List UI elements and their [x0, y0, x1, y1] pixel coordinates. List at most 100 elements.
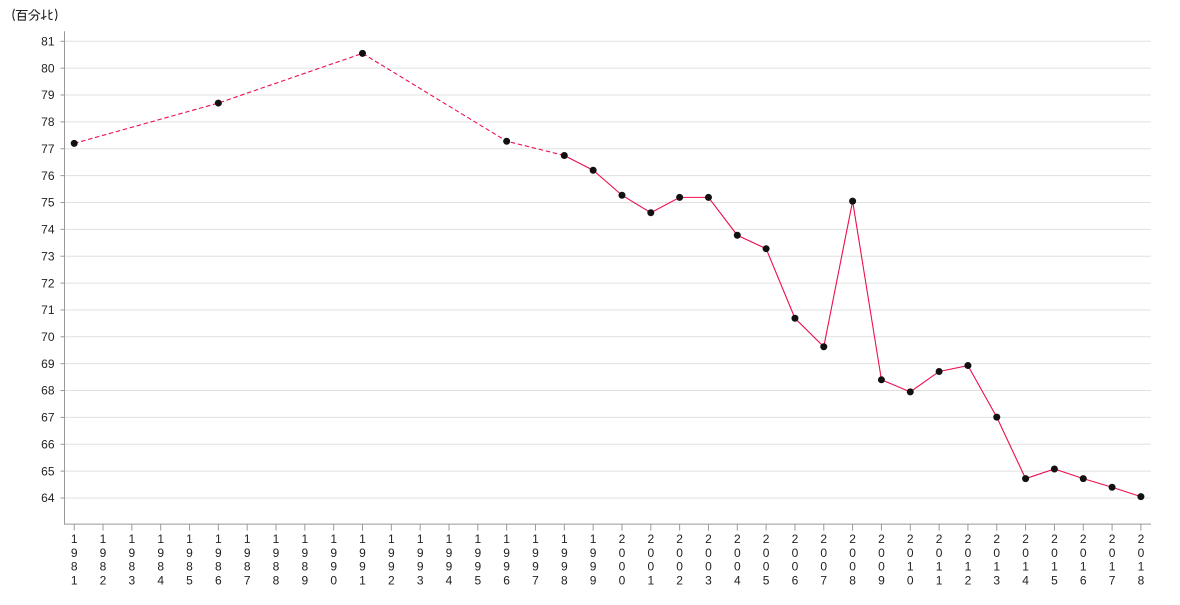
svg-text:0: 0 [820, 546, 827, 560]
svg-text:79: 79 [41, 88, 55, 102]
svg-text:0: 0 [619, 546, 626, 560]
svg-text:3: 3 [705, 573, 712, 587]
svg-text:6: 6 [215, 573, 222, 587]
svg-text:9: 9 [100, 546, 107, 560]
svg-text:7: 7 [244, 573, 251, 587]
svg-text:8: 8 [215, 560, 222, 574]
svg-text:2: 2 [763, 532, 770, 546]
svg-text:8: 8 [1138, 573, 1145, 587]
svg-text:5: 5 [186, 573, 193, 587]
svg-text:73: 73 [41, 249, 55, 263]
svg-text:9: 9 [474, 560, 481, 574]
svg-text:0: 0 [1109, 546, 1116, 560]
svg-text:7: 7 [1109, 573, 1116, 587]
svg-text:1: 1 [532, 532, 539, 546]
svg-text:81: 81 [41, 35, 55, 49]
svg-text:0: 0 [705, 560, 712, 574]
svg-text:9: 9 [71, 546, 78, 560]
svg-text:9: 9 [503, 546, 510, 560]
svg-text:1: 1 [388, 532, 395, 546]
svg-text:1: 1 [100, 532, 107, 546]
svg-text:1: 1 [71, 573, 78, 587]
svg-text:2: 2 [1080, 532, 1087, 546]
svg-text:8: 8 [186, 560, 193, 574]
svg-text:4: 4 [1022, 573, 1029, 587]
svg-text:9: 9 [503, 560, 510, 574]
svg-text:8: 8 [100, 560, 107, 574]
svg-text:2: 2 [705, 532, 712, 546]
svg-text:1: 1 [359, 532, 366, 546]
svg-text:9: 9 [186, 546, 193, 560]
svg-text:0: 0 [820, 560, 827, 574]
svg-text:8: 8 [273, 573, 280, 587]
svg-text:9: 9 [301, 573, 308, 587]
svg-text:8: 8 [244, 560, 251, 574]
svg-text:1: 1 [1109, 560, 1116, 574]
svg-text:0: 0 [734, 546, 741, 560]
svg-text:9: 9 [561, 546, 568, 560]
svg-text:1: 1 [330, 532, 337, 546]
svg-text:0: 0 [907, 573, 914, 587]
svg-text:0: 0 [849, 560, 856, 574]
svg-text:64: 64 [41, 491, 55, 505]
svg-text:2: 2 [1051, 532, 1058, 546]
svg-text:2: 2 [676, 532, 683, 546]
svg-text:0: 0 [936, 546, 943, 560]
svg-text:0: 0 [907, 546, 914, 560]
svg-text:1: 1 [71, 532, 78, 546]
svg-text:1: 1 [446, 532, 453, 546]
svg-text:1: 1 [993, 560, 1000, 574]
svg-text:76: 76 [41, 169, 55, 183]
svg-text:1: 1 [157, 532, 164, 546]
svg-text:0: 0 [676, 560, 683, 574]
svg-text:2: 2 [1109, 532, 1116, 546]
svg-text:0: 0 [1022, 546, 1029, 560]
svg-text:1: 1 [359, 573, 366, 587]
svg-text:3: 3 [129, 573, 136, 587]
svg-text:1: 1 [647, 573, 654, 587]
svg-text:2: 2 [907, 532, 914, 546]
svg-text:9: 9 [215, 546, 222, 560]
svg-text:0: 0 [647, 560, 654, 574]
svg-text:1: 1 [474, 532, 481, 546]
svg-text:8: 8 [273, 560, 280, 574]
svg-text:1: 1 [244, 532, 251, 546]
svg-text:6: 6 [1080, 573, 1087, 587]
svg-text:0: 0 [734, 560, 741, 574]
svg-text:1: 1 [273, 532, 280, 546]
svg-text:2: 2 [647, 532, 654, 546]
svg-text:9: 9 [359, 560, 366, 574]
svg-text:8: 8 [849, 573, 856, 587]
svg-text:72: 72 [41, 276, 55, 290]
svg-text:0: 0 [1080, 546, 1087, 560]
svg-text:71: 71 [41, 303, 55, 317]
svg-text:77: 77 [41, 142, 55, 156]
svg-text:74: 74 [41, 223, 55, 237]
svg-text:4: 4 [157, 573, 164, 587]
svg-text:2: 2 [619, 532, 626, 546]
svg-text:80: 80 [41, 61, 55, 75]
svg-text:1: 1 [301, 532, 308, 546]
svg-text:1: 1 [965, 560, 972, 574]
svg-text:1: 1 [215, 532, 222, 546]
svg-text:9: 9 [474, 546, 481, 560]
svg-text:1: 1 [417, 532, 424, 546]
svg-text:0: 0 [792, 560, 799, 574]
svg-text:9: 9 [417, 546, 424, 560]
svg-text:6: 6 [792, 573, 799, 587]
svg-text:9: 9 [878, 573, 885, 587]
svg-text:9: 9 [417, 560, 424, 574]
svg-text:2: 2 [388, 573, 395, 587]
svg-text:9: 9 [244, 546, 251, 560]
svg-text:9: 9 [532, 546, 539, 560]
svg-text:9: 9 [590, 560, 597, 574]
svg-text:9: 9 [532, 560, 539, 574]
svg-text:0: 0 [330, 573, 337, 587]
svg-text:9: 9 [388, 560, 395, 574]
svg-text:0: 0 [647, 546, 654, 560]
svg-text:0: 0 [965, 546, 972, 560]
svg-text:9: 9 [561, 560, 568, 574]
svg-text:9: 9 [157, 546, 164, 560]
svg-text:7: 7 [820, 573, 827, 587]
svg-text:68: 68 [41, 384, 55, 398]
